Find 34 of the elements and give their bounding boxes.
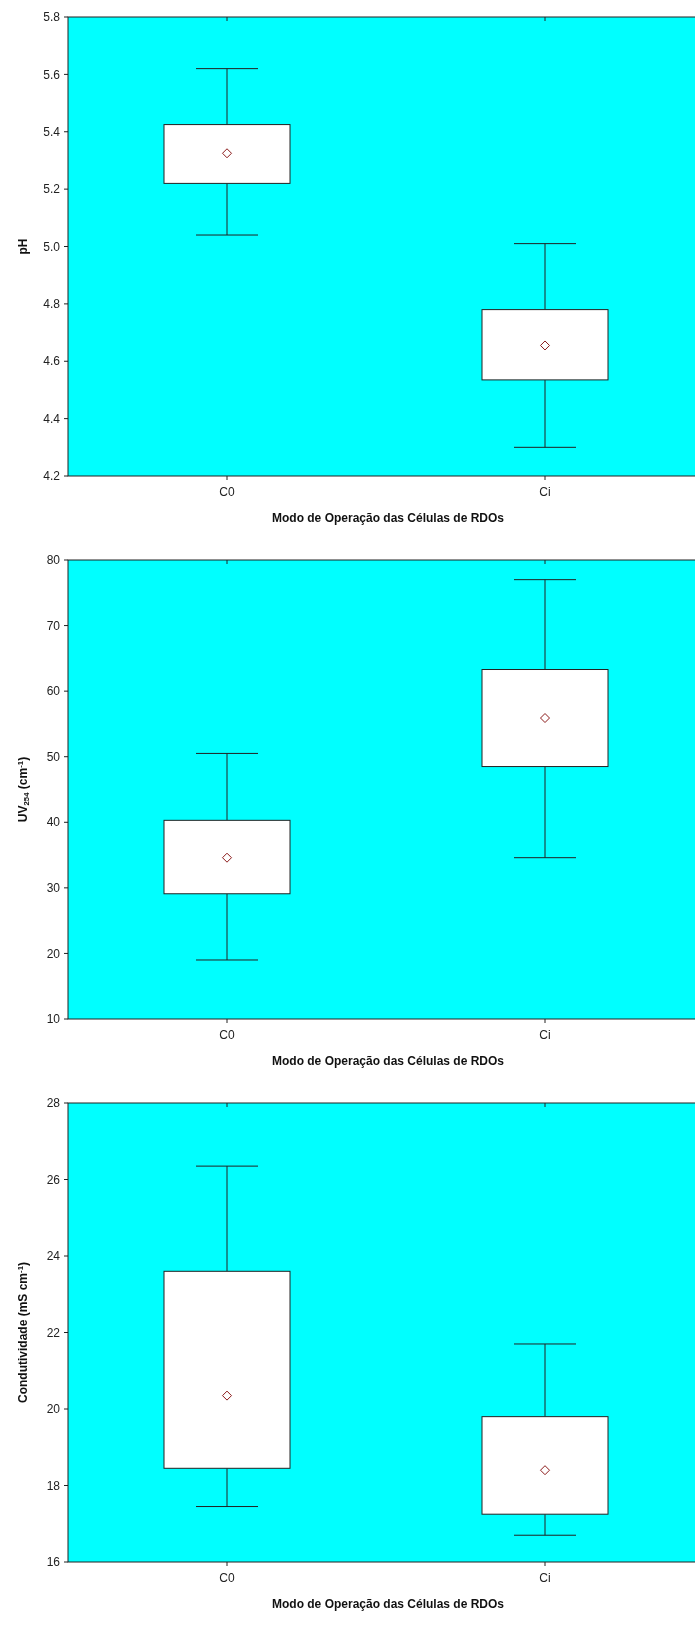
y-tick-label: 5.8 (43, 10, 61, 25)
y-tick-label: 50 (46, 749, 61, 764)
y-tick-label: 24 (46, 1249, 61, 1264)
y-tick-label: 5.6 (43, 67, 61, 82)
y-tick-label: 80 (46, 553, 61, 568)
x-tick-label: Ci (539, 1028, 551, 1042)
x-tick-label: C0 (219, 485, 235, 499)
y-tick-label: 30 (46, 881, 61, 896)
y-tick-label: 18 (46, 1478, 61, 1493)
y-tick-label: 5.0 (43, 239, 61, 254)
x-axis-title: Modo de Operação das Células de RDOs (271, 1597, 505, 1611)
y-tick-label: 4.2 (43, 469, 61, 484)
y-tick-label: 26 (46, 1172, 61, 1187)
y-tick-label: 4.8 (43, 297, 61, 312)
y-axis-title: pH (16, 238, 30, 255)
x-tick-label: Ci (539, 1571, 551, 1585)
y-tick-label: 22 (46, 1325, 61, 1340)
y-tick-label: 10 (46, 1012, 61, 1027)
y-tick-label: 60 (46, 684, 61, 699)
y-tick-label: 40 (46, 815, 61, 830)
x-tick-label: C0 (219, 1028, 235, 1042)
y-tick-label: 4.4 (43, 411, 61, 426)
y-tick-label: 4.6 (43, 354, 61, 369)
x-tick-label: Ci (539, 485, 551, 499)
y-tick-label: 5.4 (43, 124, 61, 139)
x-axis-title: Modo de Operação das Células de RDOs (271, 1054, 505, 1068)
y-tick-label: 16 (46, 1555, 61, 1570)
x-axis-title: Modo de Operação das Células de RDOs (271, 511, 505, 525)
y-tick-label: 20 (46, 946, 61, 961)
y-tick-label: 28 (46, 1096, 61, 1111)
y-tick-label: 20 (46, 1402, 61, 1417)
x-tick-label: C0 (219, 1571, 235, 1585)
y-tick-label: 5.2 (43, 182, 61, 197)
y-tick-label: 70 (46, 618, 61, 633)
